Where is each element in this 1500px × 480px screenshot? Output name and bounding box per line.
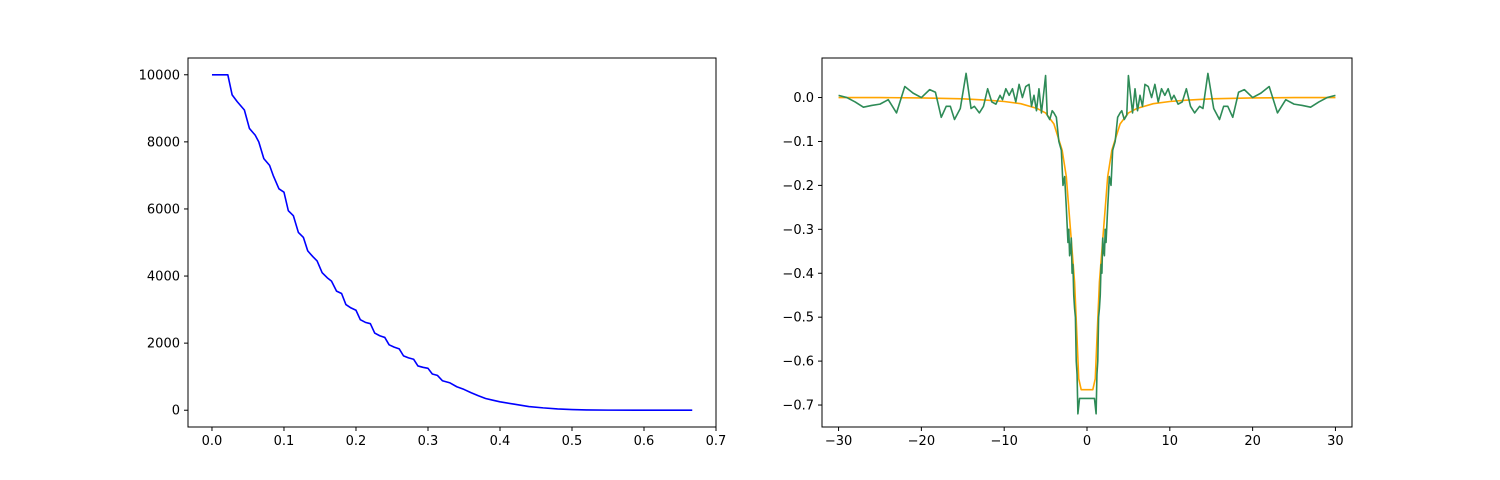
left-chart: 0.0 0.1 0.2 0.3 0.4 0.5 0.6 0.7 0 2000 4000 6000 80… bbox=[139, 57, 727, 449]
right-chart-x-tick-label: −10 bbox=[990, 434, 1017, 449]
left-chart-x-tick-label: 0.1 bbox=[274, 434, 295, 449]
left-chart-x-tick-label: 0.4 bbox=[490, 434, 511, 449]
right-chart-x-tick-label: −30 bbox=[825, 434, 852, 449]
left-chart-x-ticks: 0.0 0.1 0.2 0.3 0.4 0.5 0.6 0.7 bbox=[202, 427, 727, 449]
right-chart-y-tick-label: −0.2 bbox=[782, 179, 814, 194]
right-chart-y-tick-label: −0.1 bbox=[782, 135, 814, 150]
right-chart-x-ticks: −30 −20 −10 0 10 20 30 bbox=[825, 427, 1344, 449]
right-chart-x-tick-label: 10 bbox=[1162, 434, 1179, 449]
right-chart-y-tick-label: 0.0 bbox=[793, 91, 814, 106]
left-chart-y-tick-label: 10000 bbox=[139, 68, 180, 83]
left-chart-y-tick-label: 0 bbox=[172, 404, 180, 419]
left-chart-x-tick-label: 0.5 bbox=[562, 434, 583, 449]
left-chart-axes-frame bbox=[187, 57, 717, 428]
left-chart-y-tick-label: 2000 bbox=[147, 337, 180, 352]
right-chart-series-1-line bbox=[838, 72, 1336, 415]
left-chart-x-tick-label: 0.7 bbox=[706, 434, 727, 449]
right-chart-y-tick-label: −0.3 bbox=[782, 223, 814, 238]
left-chart-y-tick-label: 6000 bbox=[147, 202, 180, 217]
right-chart-y-tick-label: −0.4 bbox=[782, 267, 814, 282]
right-chart-y-ticks: −0.7 −0.6 −0.5 −0.4 −0.3 −0.2 −0.1 0.0 bbox=[782, 91, 822, 414]
right-chart-x-tick-label: 20 bbox=[1244, 434, 1261, 449]
left-chart-y-tick-label: 4000 bbox=[147, 270, 180, 285]
left-chart-series-0-line bbox=[211, 73, 693, 412]
right-chart-x-tick-label: 30 bbox=[1327, 434, 1344, 449]
left-chart-x-tick-label: 0.2 bbox=[346, 434, 367, 449]
right-chart-y-tick-label: −0.6 bbox=[782, 355, 814, 370]
right-chart-x-tick-label: 0 bbox=[1083, 434, 1091, 449]
right-chart-y-tick-label: −0.7 bbox=[782, 399, 814, 414]
right-chart-x-tick-label: −20 bbox=[908, 434, 935, 449]
left-chart-lines bbox=[211, 73, 693, 412]
right-chart: −30 −20 −10 0 10 20 30 −0.7−0.6−0.5−0.4−0.3−0.… bbox=[782, 57, 1353, 449]
right-chart-lines bbox=[838, 72, 1336, 415]
right-chart-series-0-line bbox=[838, 96, 1336, 391]
left-chart-y-ticks: 0 2000 4000 6000 8000 10000 bbox=[139, 68, 188, 419]
left-chart-y-tick-label: 8000 bbox=[147, 135, 180, 150]
left-chart-x-tick-label: 0.0 bbox=[202, 434, 223, 449]
right-chart-y-tick-label: −0.5 bbox=[782, 311, 814, 326]
left-chart-x-tick-label: 0.3 bbox=[418, 434, 439, 449]
left-chart-x-tick-label: 0.6 bbox=[634, 434, 655, 449]
